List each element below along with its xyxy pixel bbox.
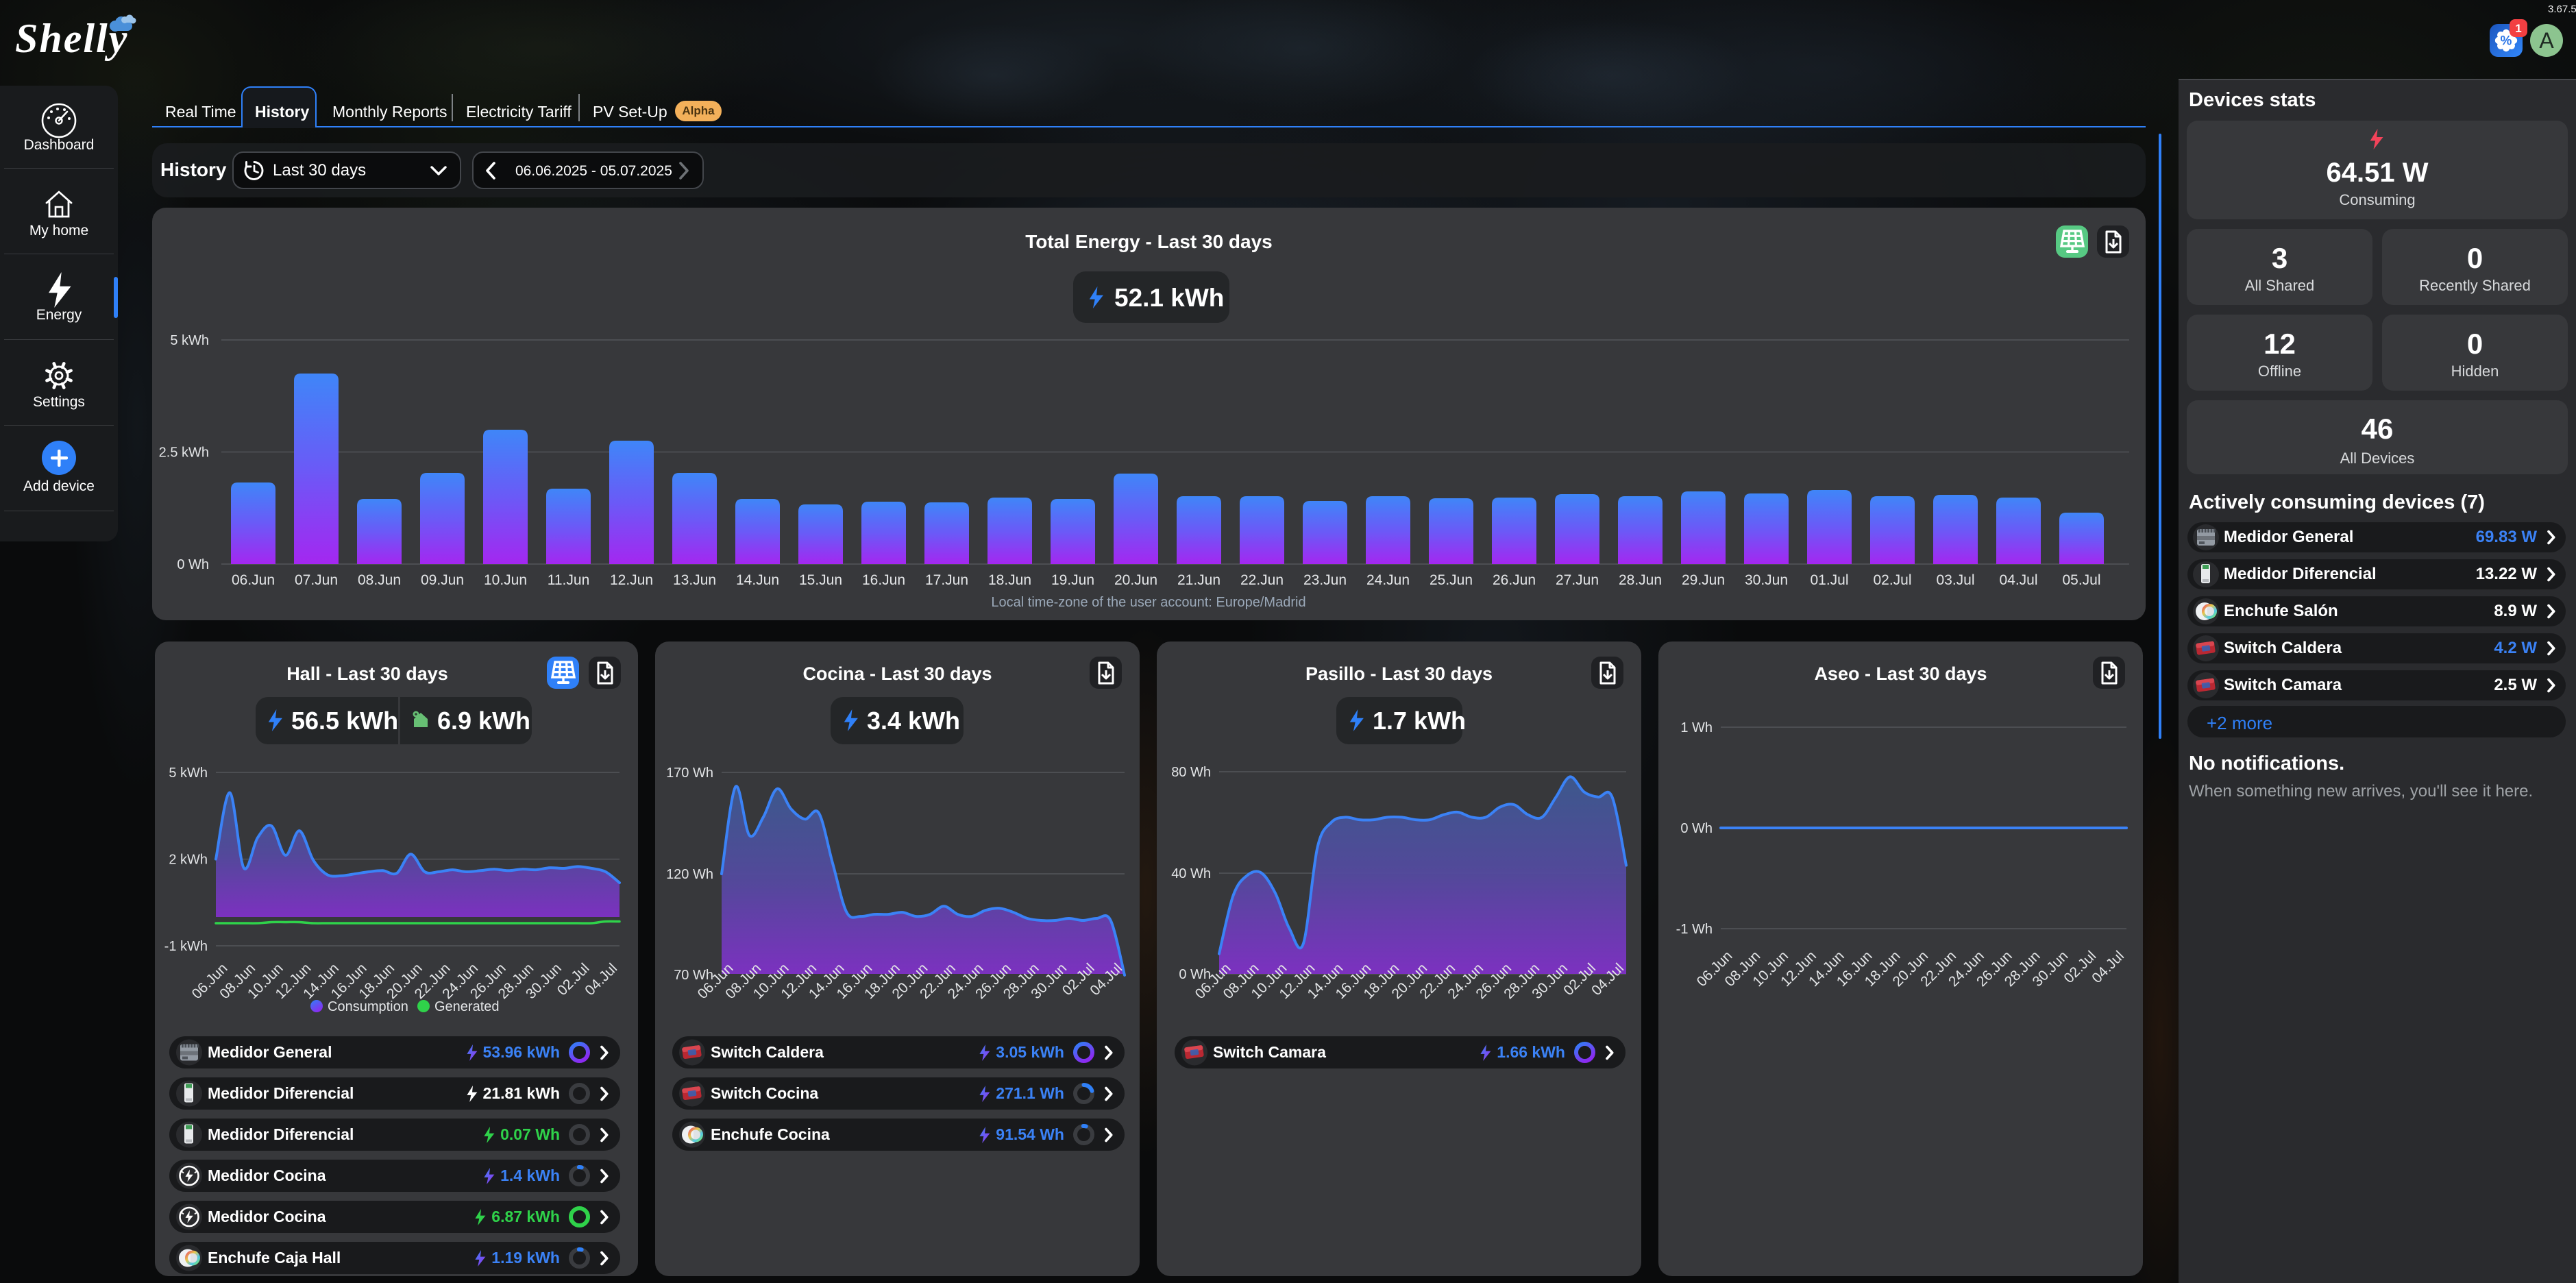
svg-text:Local time-zone of the user ac: Local time-zone of the user account: Eur…: [991, 595, 1305, 610]
svg-text:04.Jul: 04.Jul: [1999, 572, 2037, 588]
svg-text:Generated: Generated: [434, 999, 500, 1014]
svg-text:120 Wh: 120 Wh: [666, 867, 713, 882]
svg-text:12.Jun: 12.Jun: [610, 572, 653, 588]
svg-text:11.Jun: 11.Jun: [548, 572, 590, 588]
svg-text:23.Jun: 23.Jun: [1303, 572, 1347, 588]
svg-text:06.Jun: 06.Jun: [232, 572, 275, 588]
svg-text:29.Jun: 29.Jun: [1682, 572, 1725, 588]
svg-text:26.Jun: 26.Jun: [1493, 572, 1536, 588]
svg-text:80 Wh: 80 Wh: [1171, 765, 1211, 780]
svg-text:14.Jun: 14.Jun: [736, 572, 779, 588]
svg-text:A: A: [2539, 28, 2554, 53]
svg-text:30.Jun: 30.Jun: [1745, 572, 1788, 588]
svg-text:5 kWh: 5 kWh: [169, 766, 208, 781]
svg-text:09.Jun: 09.Jun: [421, 572, 464, 588]
svg-text:03.Jul: 03.Jul: [1936, 572, 1974, 588]
svg-text:13.Jun: 13.Jun: [673, 572, 716, 588]
svg-text:25.Jun: 25.Jun: [1430, 572, 1473, 588]
svg-text:08.Jun: 08.Jun: [358, 572, 401, 588]
svg-text:170 Wh: 170 Wh: [666, 766, 713, 781]
svg-text:24.Jun: 24.Jun: [1366, 572, 1410, 588]
svg-text:20.Jun: 20.Jun: [1114, 572, 1157, 588]
svg-text:40 Wh: 40 Wh: [1171, 866, 1211, 881]
svg-text:16.Jun: 16.Jun: [862, 572, 905, 588]
svg-text:04.Jul: 04.Jul: [2089, 948, 2127, 986]
svg-text:Consumption: Consumption: [328, 999, 408, 1014]
svg-text:27.Jun: 27.Jun: [1556, 572, 1599, 588]
svg-text:-1 Wh: -1 Wh: [1676, 922, 1713, 937]
svg-text:28.Jun: 28.Jun: [1619, 572, 1662, 588]
svg-text:0 Wh: 0 Wh: [1680, 821, 1713, 836]
svg-text:19.Jun: 19.Jun: [1051, 572, 1094, 588]
svg-text:70 Wh: 70 Wh: [674, 968, 713, 983]
svg-text:18.Jun: 18.Jun: [988, 572, 1031, 588]
svg-text:5 kWh: 5 kWh: [170, 333, 209, 348]
svg-text:%: %: [2501, 34, 2512, 49]
svg-text:0 Wh: 0 Wh: [177, 557, 209, 572]
svg-text:-1 kWh: -1 kWh: [164, 939, 208, 954]
svg-text:01.Jul: 01.Jul: [1810, 572, 1848, 588]
svg-text:02.Jul: 02.Jul: [1873, 572, 1911, 588]
svg-text:07.Jun: 07.Jun: [295, 572, 338, 588]
svg-text:0 Wh: 0 Wh: [1179, 967, 1211, 982]
svg-text:22.Jun: 22.Jun: [1240, 572, 1284, 588]
svg-text:17.Jun: 17.Jun: [925, 572, 968, 588]
svg-text:2.5 kWh: 2.5 kWh: [159, 445, 209, 461]
svg-text:05.Jul: 05.Jul: [2062, 572, 2100, 588]
svg-text:21.Jun: 21.Jun: [1177, 572, 1220, 588]
svg-text:15.Jun: 15.Jun: [799, 572, 842, 588]
svg-text:1: 1: [2515, 22, 2521, 35]
svg-text:10.Jun: 10.Jun: [484, 572, 527, 588]
svg-text:1 Wh: 1 Wh: [1680, 720, 1713, 735]
svg-text:2 kWh: 2 kWh: [169, 853, 208, 868]
